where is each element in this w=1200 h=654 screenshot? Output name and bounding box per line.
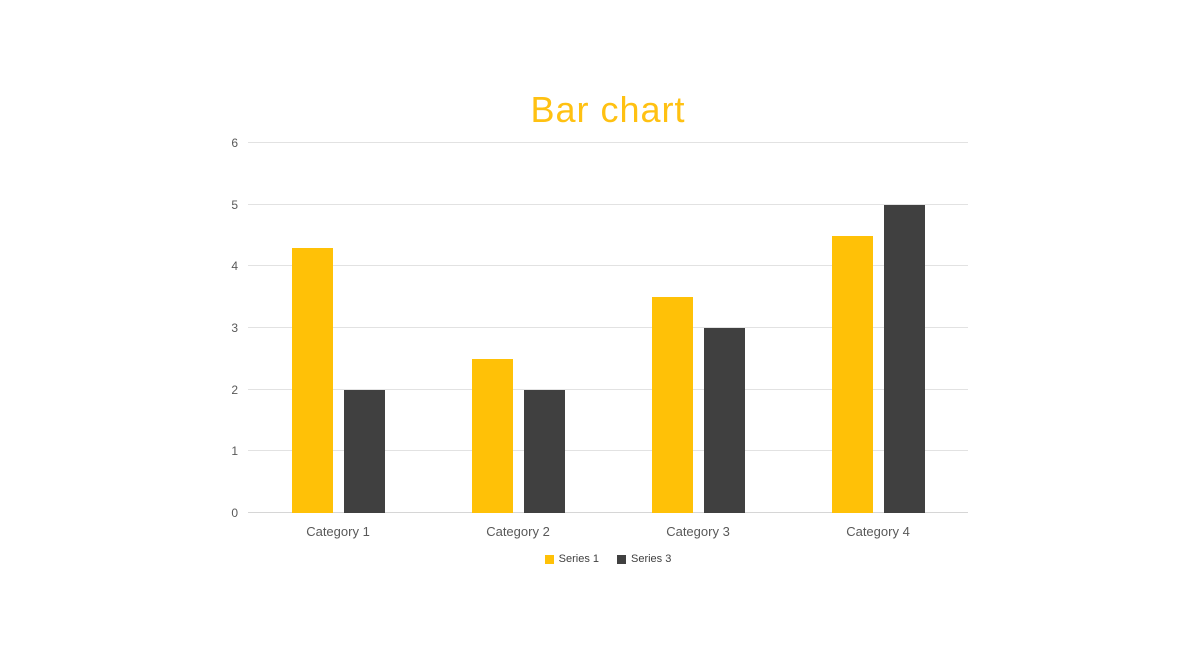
- x-axis-label-category-1: Category 1: [306, 524, 370, 539]
- bar-group-category-1: [248, 143, 428, 513]
- gridline-2: [248, 388, 968, 390]
- bar-series-3-category-3: [703, 328, 745, 513]
- x-axis: Category 1 Category 2 Category 3 Category 4: [248, 524, 968, 539]
- y-tick-label-4: 4: [231, 259, 238, 274]
- gridline-3: [248, 327, 968, 328]
- y-tick-label-1: 1: [231, 444, 238, 459]
- gridline-6: [248, 142, 968, 143]
- gridline-1: [248, 450, 968, 452]
- legend-label-series-3: Series 3: [631, 553, 672, 565]
- plot-area: [248, 142, 968, 513]
- bar-series-1-category-1: [291, 247, 333, 513]
- legend-label-series-1: Series 1: [558, 553, 599, 565]
- gridline-5: [248, 203, 968, 205]
- bar-group-category-2: [428, 143, 608, 513]
- legend-swatch-series-3: [617, 554, 626, 564]
- x-axis-label-category-3: Category 3: [666, 524, 730, 539]
- gridline-0: [248, 512, 968, 513]
- bar-series-1-category-4: [831, 235, 873, 513]
- legend-swatch-series-1: [544, 554, 554, 564]
- y-tick-label-0: 0: [231, 506, 238, 520]
- y-tick-label-5: 5: [231, 197, 238, 212]
- bar-series-1-category-3: [651, 297, 693, 513]
- bar-series-3-category-2: [523, 389, 565, 513]
- legend-item-series-1: Series 1: [544, 553, 599, 565]
- y-axis: 0 1 2 3 4 5 6: [198, 136, 238, 520]
- chart-legend: Series 1 Series 3: [248, 553, 968, 565]
- y-tick-label-6: 6: [231, 136, 238, 150]
- x-axis-label-category-4: Category 4: [846, 524, 910, 539]
- legend-item-series-3: Series 3: [617, 553, 671, 565]
- bar-group-category-3: [608, 143, 788, 513]
- gridline-4: [248, 265, 968, 267]
- y-tick-label-3: 3: [231, 321, 238, 335]
- x-axis-label-category-2: Category 2: [486, 524, 550, 539]
- bar-group-category-4: [788, 143, 968, 513]
- chart-title: Bar chart: [530, 89, 686, 130]
- bar-series-3-category-4: [883, 204, 925, 513]
- bar-series-1-category-2: [471, 358, 513, 513]
- bar-series-3-category-1: [343, 389, 385, 513]
- y-tick-label-2: 2: [231, 382, 238, 397]
